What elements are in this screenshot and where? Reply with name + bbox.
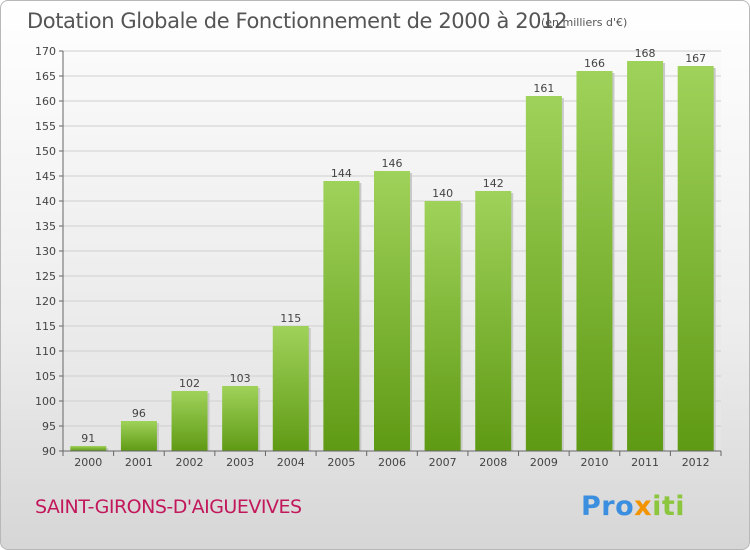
logo-part-3: iti: [652, 491, 685, 522]
data-labels: 91 96 102 103 115 144 146 140 142 161 166 168 167: [81, 47, 706, 445]
y-tick-label: 115: [35, 320, 56, 333]
x-tick-label: 2002: [176, 456, 204, 469]
x-tick-label: 2000: [74, 456, 102, 469]
bar-2010: [576, 71, 613, 451]
y-tick-label: 145: [35, 170, 56, 183]
y-tick-label: 110: [35, 345, 56, 358]
data-label: 166: [584, 57, 605, 70]
unit-note: (en milliers d'€): [541, 16, 628, 29]
bar-2004: [272, 326, 309, 451]
y-tick-label: 140: [35, 195, 56, 208]
bar-2000: [70, 446, 107, 451]
data-label: 115: [280, 312, 301, 325]
bar-2005: [323, 181, 360, 451]
y-tick-label: 95: [42, 420, 56, 433]
x-tick-label: 2007: [429, 456, 457, 469]
x-tick-label: 2011: [631, 456, 659, 469]
bar-2012: [677, 66, 714, 451]
data-label: 161: [533, 82, 554, 95]
y-tick-label: 135: [35, 220, 56, 233]
x-tick-label: 2008: [479, 456, 507, 469]
y-tick-label: 130: [35, 245, 56, 258]
y-tick-label: 165: [35, 70, 56, 83]
x-tick-label: 2004: [277, 456, 305, 469]
y-tick-label: 120: [35, 295, 56, 308]
bar-2002: [171, 391, 208, 451]
data-label: 96: [132, 407, 146, 420]
x-tick-label: 2001: [125, 456, 153, 469]
data-label: 102: [179, 377, 200, 390]
bar-2006: [374, 171, 410, 451]
y-tick-label: 170: [35, 45, 56, 58]
data-label: 91: [81, 432, 95, 445]
logo-part-2: x: [634, 491, 653, 522]
y-tick-label: 160: [35, 95, 56, 108]
x-tick-label: 2005: [327, 456, 355, 469]
y-tick-label: 100: [35, 395, 56, 408]
proxiti-logo[interactable]: Proxiti: [581, 491, 685, 522]
data-label: 168: [635, 47, 656, 60]
data-label: 103: [230, 372, 251, 385]
bar-2003: [222, 386, 259, 451]
y-tick-label: 105: [35, 370, 56, 383]
x-tick-label: 2009: [530, 456, 558, 469]
x-tick-label: 2012: [682, 456, 710, 469]
y-tick-label: 90: [42, 445, 56, 458]
chart-title: Dotation Globale de Fonctionnement de 20…: [27, 9, 568, 33]
data-label: 142: [483, 177, 504, 190]
x-axis: 2000 2001 2002 2003 2004 2005 2006 2007 2008 2009…: [62, 450, 722, 469]
data-label: 144: [331, 167, 352, 180]
logo-part-1: Pro: [581, 491, 635, 522]
y-axis: 90 95 100 105 110 115 120 125 130 135 140 145 150 155…: [35, 45, 64, 458]
data-label: 146: [382, 157, 403, 170]
y-tick-label: 125: [35, 270, 56, 283]
bar-2009: [525, 96, 562, 451]
y-tick-label: 150: [35, 145, 56, 158]
data-label: 140: [432, 187, 453, 200]
bar-2007: [424, 201, 461, 451]
bar-2008: [475, 191, 512, 451]
commune-name: SAINT-GIRONS-D'AIGUEVIVES: [35, 496, 302, 518]
data-label: 167: [685, 52, 706, 65]
x-tick-label: 2010: [580, 456, 608, 469]
bar-2011: [627, 61, 664, 451]
bars: [70, 61, 716, 451]
x-tick-label: 2006: [378, 456, 406, 469]
x-tick-label: 2003: [226, 456, 254, 469]
y-tick-label: 155: [35, 120, 56, 133]
bar-2001: [120, 421, 157, 451]
